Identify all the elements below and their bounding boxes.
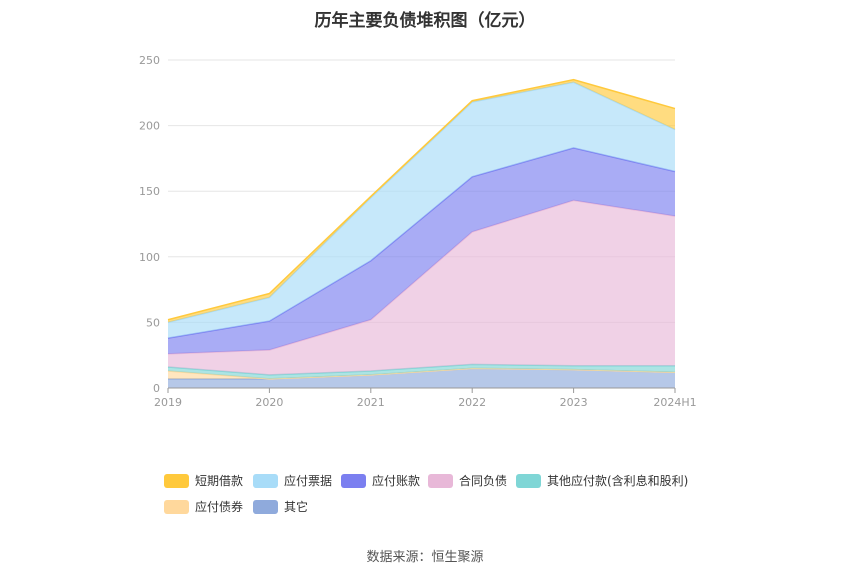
x-tick-label: 2022: [458, 396, 486, 409]
y-tick-label: 0: [153, 382, 160, 395]
y-tick-label: 250: [139, 54, 160, 67]
area-series-应付票据: [168, 82, 675, 339]
legend-item-notes-payable[interactable]: 应付票据: [253, 472, 332, 489]
area-series-合同负债: [168, 200, 675, 375]
area-series-应付账款: [168, 147, 675, 354]
legend-item-other-payables[interactable]: 其他应付款(含利息和股利): [516, 472, 688, 489]
x-tick-label: 2023: [560, 396, 588, 409]
data-source: 数据来源：恒生聚源: [366, 550, 484, 565]
legend-label: 应付票据: [284, 474, 333, 488]
area-series-其他应付款(含利息和股利): [168, 364, 675, 379]
x-axis: 2019 2020 2021 2022 2023 2024H1: [154, 387, 697, 409]
legend-label: 其他应付款(含利息和股利): [547, 474, 689, 488]
legend-label: 应付债券: [195, 500, 244, 514]
x-tick-label: 2021: [357, 396, 385, 409]
stacked-area-chart: 2019 2020 2021 2022 2023 2024H1 0 50 100 150 200 2…: [139, 54, 697, 409]
legend-label: 短期借款: [195, 474, 244, 488]
legend-swatch: [253, 499, 278, 514]
x-tick-label: 2024H1: [653, 396, 696, 409]
legend-swatch: [341, 473, 366, 488]
y-axis: 0 50 100 150 200 250: [139, 54, 160, 395]
legend-item-others[interactable]: 其它: [253, 498, 308, 515]
legend-swatch: [164, 499, 189, 514]
legend-item-short-term-loans[interactable]: 短期借款: [164, 472, 243, 489]
x-tick-label: 2019: [154, 396, 182, 409]
legend-swatch: [253, 473, 278, 488]
legend-item-contract-liabilities[interactable]: 合同负债: [428, 472, 507, 489]
y-tick-label: 100: [139, 251, 160, 264]
y-tick-label: 50: [146, 316, 160, 329]
y-tick-label: 150: [139, 185, 160, 198]
legend-item-accounts-payable[interactable]: 应付账款: [341, 472, 420, 489]
legend-label: 应付账款: [372, 474, 421, 488]
legend-swatch: [428, 473, 453, 488]
series-line-短期借款: [167, 78, 676, 321]
area-series-其它: [168, 368, 675, 388]
area-series: [167, 78, 676, 388]
x-tick-label: 2020: [255, 396, 283, 409]
legend-label: 其它: [284, 500, 309, 514]
legend-swatch: [516, 473, 541, 488]
y-tick-label: 200: [139, 120, 160, 133]
legend-label: 合同负债: [459, 474, 508, 488]
chart-title: 历年主要负债堆积图（亿元）: [314, 11, 536, 31]
area-series-短期借款: [168, 79, 675, 323]
legend-swatch: [164, 473, 189, 488]
area-series-应付债券: [168, 368, 675, 379]
legend-item-bonds-payable[interactable]: 应付债券: [164, 498, 243, 515]
